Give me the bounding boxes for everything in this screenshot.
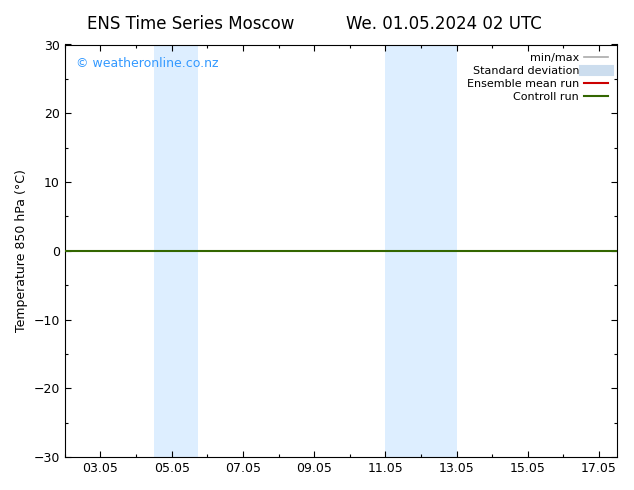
- Bar: [385, 45, 456, 457]
- Y-axis label: Temperature 850 hPa (°C): Temperature 850 hPa (°C): [15, 170, 28, 332]
- Text: We. 01.05.2024 02 UTC: We. 01.05.2024 02 UTC: [346, 15, 541, 33]
- Legend: min/max, Standard deviation, Ensemble mean run, Controll run: min/max, Standard deviation, Ensemble me…: [463, 50, 611, 105]
- Text: ENS Time Series Moscow: ENS Time Series Moscow: [86, 15, 294, 33]
- Text: © weatheronline.co.nz: © weatheronline.co.nz: [76, 57, 218, 70]
- Bar: [154, 45, 198, 457]
